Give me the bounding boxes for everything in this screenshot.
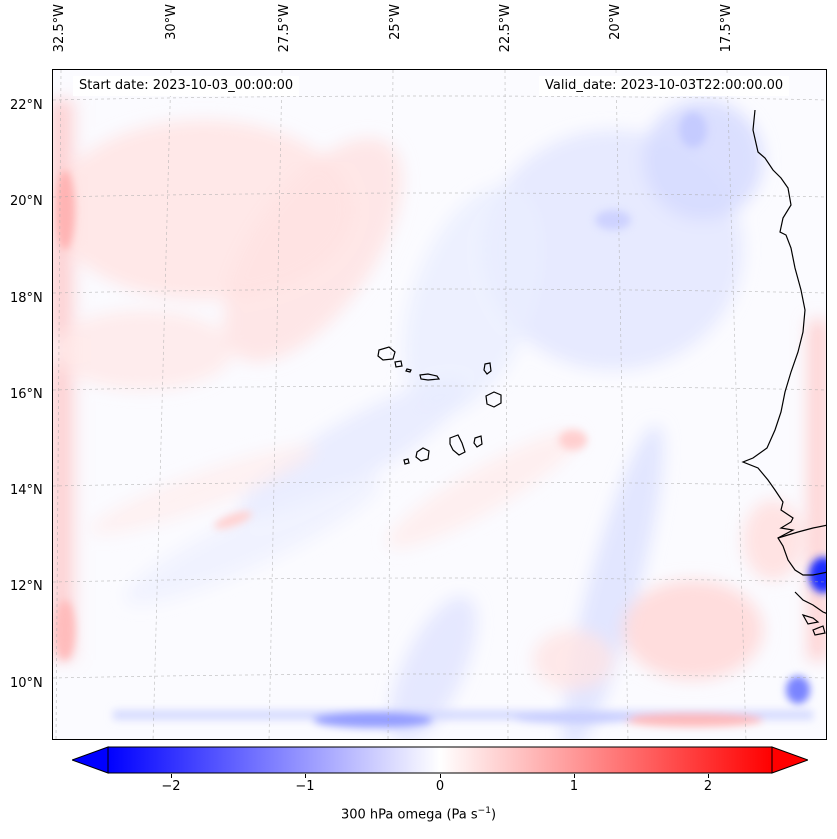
omega-strong-features: [55, 112, 826, 728]
gambia-inlet: [777, 524, 826, 539]
coastline: [741, 109, 826, 636]
colorbar-tick-label: 1: [569, 779, 579, 794]
lat-label-20n: 20°N: [10, 194, 43, 209]
lon-label-30w: 30°W: [164, 4, 179, 40]
lon-label-32-5w: 32.5°W: [52, 4, 67, 53]
colorbar-label-exponent: −1: [477, 806, 491, 816]
fogo: [415, 447, 430, 462]
brava: [403, 458, 410, 465]
santiago: [449, 434, 466, 456]
omega-pattern: [53, 100, 826, 739]
santa-luzia: [405, 368, 412, 373]
colorbar: [70, 746, 810, 774]
colorbar-label: 300 hPa omega (Pa s−1): [0, 806, 837, 822]
colorbar-tick-mark: [708, 774, 709, 778]
omega-map-panel: [52, 69, 827, 740]
sal: [483, 362, 492, 375]
start-date-label: Start date: 2023-10-03_00:00:00: [73, 76, 300, 96]
colorbar-tick-label: 2: [703, 779, 713, 794]
colorbar-tick-mark: [440, 774, 441, 778]
lat-label-18n: 18°N: [10, 291, 43, 306]
colorbar-label-main: 300 hPa omega (Pa s: [340, 807, 478, 823]
graticule: [53, 70, 826, 739]
lon-label-27-5w: 27.5°W: [277, 4, 292, 53]
valid-date-label: Valid_date: 2023-10-03T22:00:00.00: [539, 76, 790, 96]
lon-label-25w: 25°W: [388, 4, 403, 40]
bijagos-islands: [801, 614, 826, 636]
cape-verde-islands: [377, 346, 502, 465]
lat-label-16n: 16°N: [10, 387, 43, 402]
colorbar-svg: [70, 746, 810, 774]
colorbar-extend-max: [771, 746, 810, 774]
lon-label-20w: 20°W: [608, 4, 623, 40]
lat-label-14n: 14°N: [10, 483, 43, 498]
colorbar-body: [107, 746, 773, 774]
sao-vicente: [394, 360, 403, 368]
africa-coast: [741, 109, 826, 576]
colorbar-extend-min: [70, 746, 109, 774]
colorbar-tick-label: −2: [161, 779, 181, 794]
colorbar-label-close: ): [490, 807, 497, 823]
colorbar-tick-label: 0: [435, 779, 445, 794]
lon-label-17-5w: 17.5°W: [719, 4, 734, 53]
lat-label-22n: 22°N: [10, 98, 43, 113]
lat-label-12n: 12°N: [10, 579, 43, 594]
colorbar-tick-mark: [574, 774, 575, 778]
maio: [473, 435, 483, 448]
lat-label-10n: 10°N: [10, 676, 43, 691]
colorbar-tick-mark: [305, 774, 306, 778]
colorbar-tick-label: −1: [295, 779, 315, 794]
boa-vista: [485, 391, 502, 408]
lon-label-22-5w: 22.5°W: [498, 4, 513, 53]
colorbar-tick-mark: [171, 774, 172, 778]
sao-nicolau: [419, 373, 441, 381]
omega-field-plot: [53, 70, 826, 739]
santo-antao: [377, 346, 396, 361]
guinea-coast: [794, 591, 826, 614]
